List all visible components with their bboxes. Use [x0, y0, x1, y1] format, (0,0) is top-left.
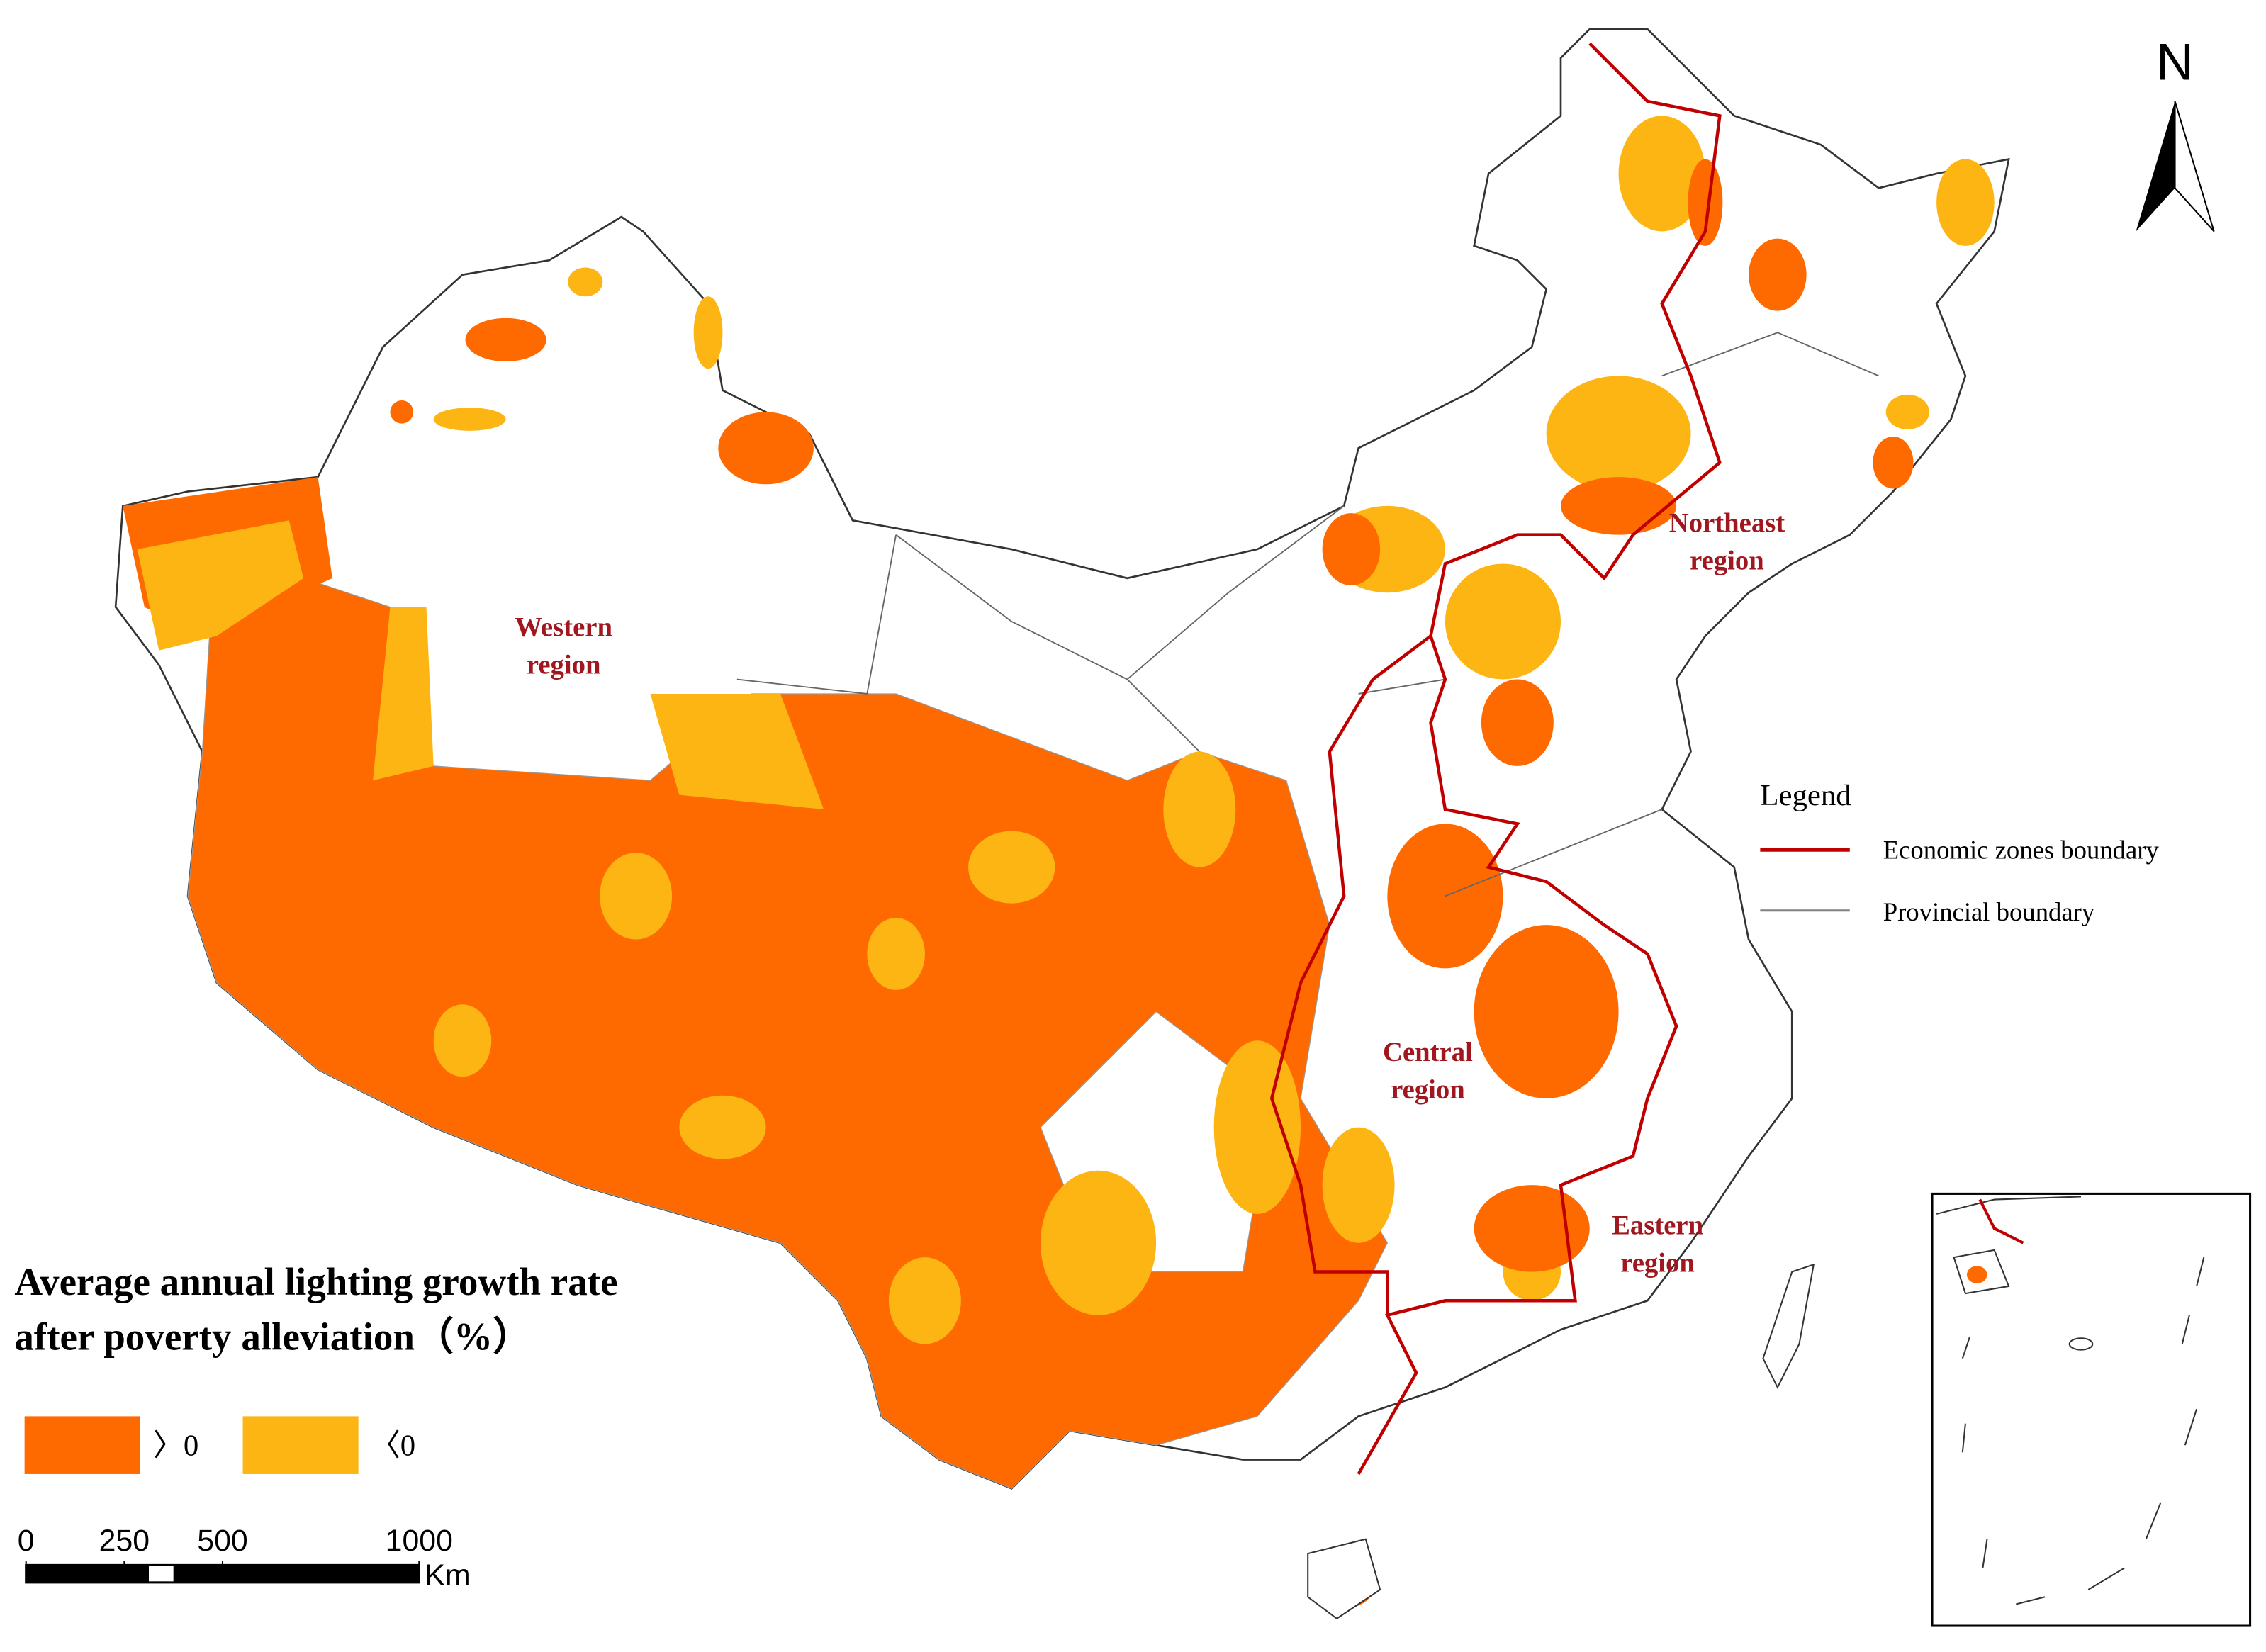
- north-arrow: [2136, 101, 2175, 232]
- region-label: Central: [1383, 1037, 1473, 1067]
- region-label: Eastern: [1612, 1210, 1703, 1240]
- legend-heading: after poverty alleviation（%）: [14, 1315, 532, 1359]
- scale-label: 1000: [386, 1524, 453, 1558]
- class-label: 〉0: [153, 1429, 198, 1462]
- scale-unit: Km: [425, 1558, 470, 1592]
- legend-label: Economic zones boundary: [1883, 835, 2160, 864]
- decline-area: [373, 607, 434, 781]
- scale-bar-block: [173, 1565, 223, 1583]
- economic-zone-boundary: [1269, 42, 1722, 1476]
- north-arrow: [2174, 101, 2215, 232]
- legend-heading: Average annual lighting growth rate: [14, 1260, 617, 1303]
- class-swatch: [24, 1416, 140, 1474]
- decline-area: [137, 520, 304, 651]
- decline-patches: [433, 116, 1995, 1344]
- scale-bar-block: [320, 1565, 420, 1583]
- region-label: region: [1620, 1248, 1695, 1279]
- region-label: region: [527, 649, 601, 680]
- region-label: region: [1391, 1074, 1465, 1105]
- inset-patch: [1966, 1266, 1987, 1283]
- scale-label: 0: [18, 1524, 35, 1558]
- scale-bar-block: [26, 1565, 125, 1583]
- region-label: region: [1690, 546, 1764, 576]
- legend-label: Provincial boundary: [1883, 897, 2095, 926]
- scale-label: 250: [99, 1524, 150, 1558]
- north-label: N: [2156, 33, 2194, 91]
- scale-bar-block: [124, 1565, 150, 1583]
- growth-patches: [390, 159, 1914, 1609]
- legend-title: Legend: [1760, 779, 1851, 812]
- provincial-boundaries: [736, 332, 1879, 897]
- region-label: Western: [515, 612, 612, 642]
- scale-label: 500: [197, 1524, 247, 1558]
- class-label: 〈0: [370, 1429, 415, 1462]
- island: [1762, 1263, 1815, 1389]
- region-label: Northeast: [1669, 508, 1785, 539]
- island: [1307, 1538, 1381, 1620]
- class-swatch: [242, 1416, 359, 1474]
